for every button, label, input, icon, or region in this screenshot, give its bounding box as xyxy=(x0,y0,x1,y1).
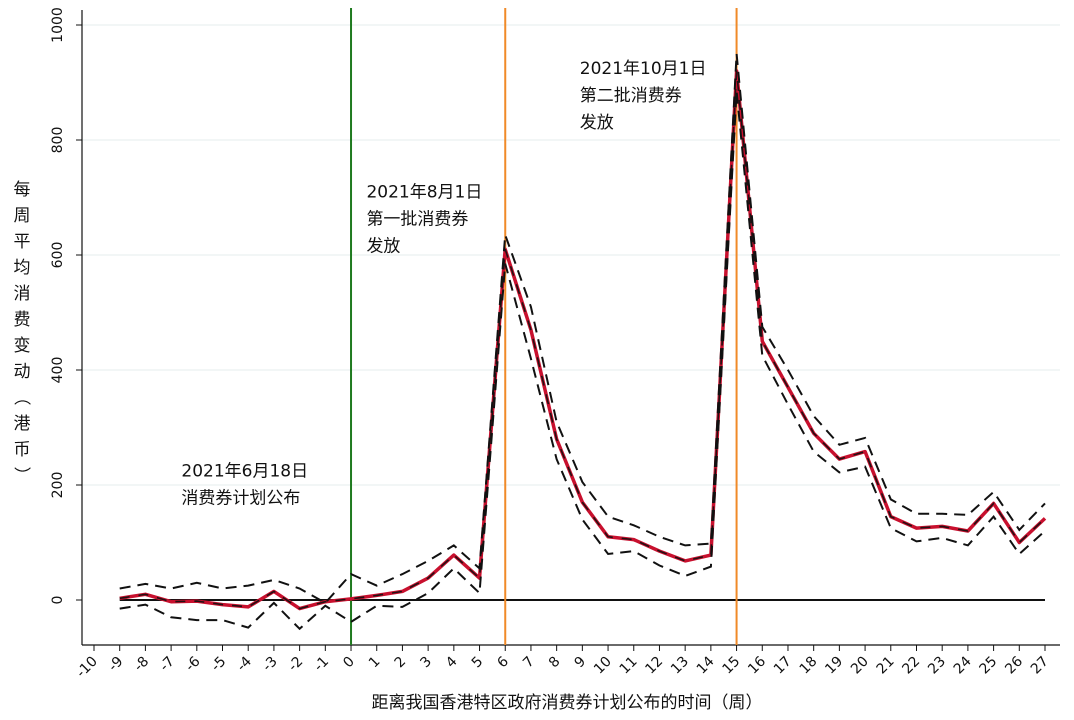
y-axis-title-char: ） xyxy=(11,467,31,484)
x-tick-label: 21 xyxy=(874,654,898,678)
x-tick-label: 2 xyxy=(392,654,410,672)
y-axis-title-char: 动 xyxy=(14,362,31,382)
x-tick-label: 1 xyxy=(366,654,384,672)
annotation-text: 第一批消费券 xyxy=(366,210,468,230)
x-tick-label: -2 xyxy=(285,654,306,675)
y-axis-title-char: 港 xyxy=(14,414,31,434)
x-tick-label: 27 xyxy=(1028,654,1052,678)
x-tick-label: 26 xyxy=(1002,653,1026,677)
x-tick-label: -6 xyxy=(182,653,203,674)
x-tick-label: 23 xyxy=(925,654,949,678)
y-tick-label: 800 xyxy=(50,127,66,154)
axes-layer xyxy=(81,10,1060,646)
y-axis-title-char: 平 xyxy=(14,232,31,252)
y-tick-label: 600 xyxy=(50,242,66,269)
series-line-estimate xyxy=(119,69,1047,611)
vline-layer xyxy=(350,8,738,645)
x-tick-label: 0 xyxy=(340,654,358,672)
x-tick-label: 3 xyxy=(417,654,435,672)
annotation-text: 2021年8月1日 xyxy=(366,183,482,203)
x-tick-label: 16 xyxy=(745,653,769,677)
x-tick-label: -7 xyxy=(157,654,178,675)
x-tick-label: 25 xyxy=(977,654,1001,678)
x-tick-label: 11 xyxy=(617,654,641,678)
x-tick-label: 9 xyxy=(572,654,590,672)
x-tick-label: 17 xyxy=(771,654,795,678)
x-tick-label: 4 xyxy=(443,653,461,671)
x-tick-label: 18 xyxy=(797,654,821,678)
anno-layer: 2021年6月18日消费券计划公布2021年8月1日第一批消费券发放2021年1… xyxy=(181,59,706,509)
y-tick-label: 0 xyxy=(50,596,66,605)
y-axis-title-char: 费 xyxy=(14,310,31,330)
series-layer xyxy=(119,53,1047,631)
x-tick-label: 19 xyxy=(822,654,846,678)
x-tick-label: -5 xyxy=(208,654,229,675)
y-axis-title-char: 均 xyxy=(14,258,31,278)
annotation-text: 2021年10月1日 xyxy=(580,59,707,79)
y-tick-label: 1000 xyxy=(50,7,66,43)
y-tick-label: 200 xyxy=(50,472,66,499)
x-tick-label: 6 xyxy=(494,653,512,671)
x-tick-label: -8 xyxy=(131,654,152,675)
x-tick-label: -1 xyxy=(311,654,332,675)
annotation-text: 发放 xyxy=(580,113,614,133)
x-tick-label: -4 xyxy=(234,653,255,674)
y-axis-title-char: 周 xyxy=(14,206,31,226)
x-axis-title: 距离我国香港特区政府消费券计划公布的时间（周） xyxy=(372,693,763,713)
x-tick-label: 15 xyxy=(719,654,743,678)
annotation-text: 发放 xyxy=(366,237,400,257)
x-tick-label: 24 xyxy=(951,653,975,677)
x-tick-label: 12 xyxy=(642,654,666,678)
grid-layer xyxy=(82,24,1060,486)
x-tick-label: -9 xyxy=(105,654,126,675)
y-axis-title-char: 每 xyxy=(14,180,31,200)
series-line-lower xyxy=(119,91,1046,631)
x-tick-label: 14 xyxy=(694,653,718,677)
series-line-estimate-overlay xyxy=(119,70,1046,610)
x-tick-label: 7 xyxy=(520,654,538,672)
y-tick-label: 400 xyxy=(50,357,66,384)
y-axis-title-char: 消 xyxy=(14,284,31,304)
x-tick-label: 10 xyxy=(591,654,615,678)
y-axis-title-char: 币 xyxy=(14,440,31,460)
y-axis-title-char: （ xyxy=(11,389,31,406)
x-tick-label: 8 xyxy=(546,654,564,672)
x-tick-label: -3 xyxy=(260,654,281,675)
y-axis-title-char: 变 xyxy=(14,336,31,356)
annotation-text: 消费券计划公布 xyxy=(181,488,300,508)
annotation-text: 第二批消费券 xyxy=(580,86,682,106)
x-tick-label: 20 xyxy=(848,654,872,678)
annotation-text: 2021年6月18日 xyxy=(181,461,308,481)
x-tick-label: 22 xyxy=(899,654,923,678)
x-tick-label: -10 xyxy=(73,654,100,681)
x-tick-label: 13 xyxy=(668,654,692,678)
x-tick-label: 5 xyxy=(469,654,487,672)
series-line-upper xyxy=(119,53,1046,605)
